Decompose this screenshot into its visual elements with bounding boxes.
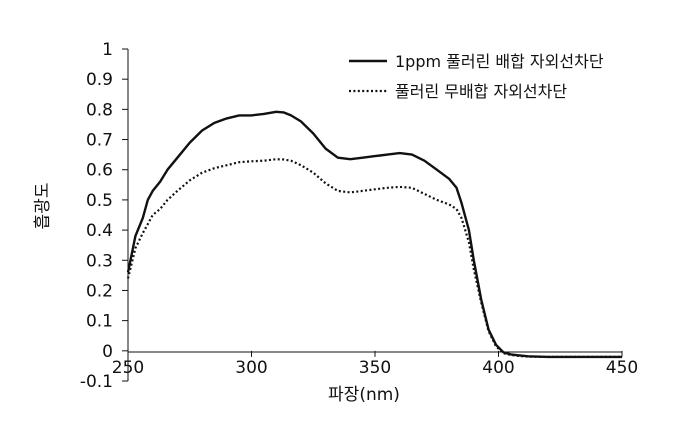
y-tick-group: -0.1 0 0.1 0.2 0.3 0.4 0.5 0.6 0.7 0.8 0.9 1 (80, 40, 128, 392)
x-tick-label: 450 (606, 358, 638, 378)
y-tick-label: 0.5 (86, 191, 113, 211)
x-tick-label: 400 (482, 358, 514, 378)
y-tick-label: 0.9 (86, 70, 113, 90)
y-tick-label: 0.8 (86, 100, 113, 120)
y-tick-label: -0.1 (80, 372, 113, 392)
x-tick-label: 300 (235, 358, 267, 378)
y-tick-label: 0.4 (86, 221, 113, 241)
x-tick-group: 250 300 350 400 450 (112, 350, 638, 378)
y-tick-label: 1 (102, 40, 113, 60)
legend-label-0: 1ppm 풀러린 배합 자외선차단 (395, 52, 604, 71)
y-tick-label: 0.3 (86, 251, 113, 271)
series-line-1 (126, 158, 622, 358)
legend-label-1: 풀러린 무배합 자외선차단 (395, 82, 567, 101)
series-line-0 (126, 110, 622, 359)
y-tick-label: 0 (102, 342, 113, 362)
y-axis-title: 흡광도 (33, 183, 53, 230)
y-tick-label: 0.2 (86, 281, 113, 301)
y-tick-label: 0.1 (86, 312, 113, 332)
x-tick-label: 350 (359, 358, 391, 378)
legend: 1ppm 풀러린 배합 자외선차단 풀러린 무배합 자외선차단 (349, 52, 604, 101)
series-group (126, 110, 622, 359)
y-tick-label: 0.7 (86, 131, 113, 151)
y-tick-label: 0.6 (86, 161, 113, 181)
x-axis-title: 파장(nm) (328, 385, 400, 405)
x-tick-label: 250 (112, 358, 144, 378)
